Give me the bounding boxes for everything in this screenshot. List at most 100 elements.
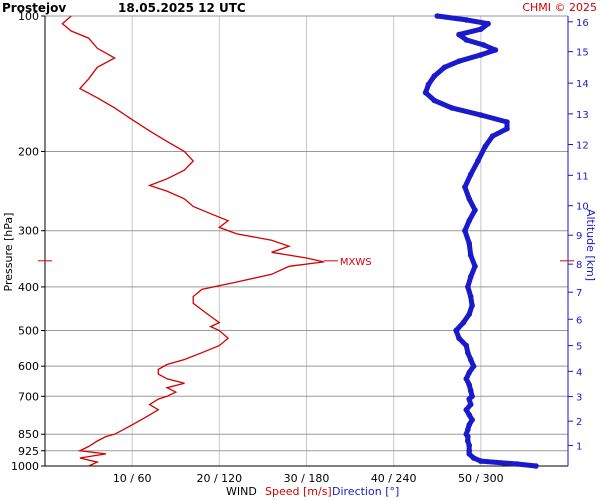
pressure-tick-label: 500 xyxy=(18,325,39,338)
direction-point xyxy=(504,125,510,132)
speed-series-line xyxy=(61,15,325,467)
direction-point xyxy=(482,143,489,150)
plot-area xyxy=(61,13,539,469)
legend-speed: Speed [m/s] xyxy=(265,485,332,498)
direction-point xyxy=(463,37,470,43)
direction-point xyxy=(425,81,432,88)
pressure-tick-label: 1000 xyxy=(11,460,39,473)
direction-point xyxy=(460,319,467,326)
direction-point xyxy=(480,42,487,48)
direction-point xyxy=(489,133,496,139)
pressure-tick-label: 925 xyxy=(18,445,39,458)
direction-point xyxy=(466,311,473,318)
direction-point xyxy=(469,417,475,423)
altitude-axis-label: Altitude [km] xyxy=(584,209,597,281)
direction-point xyxy=(463,431,470,438)
altitude-tick-label: 9 xyxy=(576,231,582,242)
direction-point xyxy=(466,196,473,202)
direction-point xyxy=(456,31,462,38)
altitude-tick-label: 8 xyxy=(576,260,582,271)
direction-point xyxy=(465,284,471,290)
altitude-tick-label: 7 xyxy=(576,288,582,299)
direction-point xyxy=(469,302,475,309)
sounding-datetime: 18.05.2025 12 UTC xyxy=(118,1,246,15)
direction-point xyxy=(462,227,468,234)
x-tick-label: 30 / 180 xyxy=(284,472,330,485)
direction-point xyxy=(475,158,481,164)
altitude-tick-label: 11 xyxy=(576,171,589,182)
direction-point xyxy=(470,363,477,370)
direction-point xyxy=(492,47,499,53)
direction-point xyxy=(462,184,468,190)
altitude-tick-label: 5 xyxy=(576,342,582,353)
direction-point xyxy=(463,407,470,413)
direction-point xyxy=(465,438,471,444)
x-tick-label: 50 / 300 xyxy=(458,472,504,485)
credit-label: CHMI © 2025 xyxy=(522,1,597,14)
direction-point xyxy=(514,461,520,467)
direction-point xyxy=(478,26,484,32)
direction-point xyxy=(504,119,510,125)
direction-point xyxy=(441,64,448,71)
x-tick-label: 10 / 60 xyxy=(113,472,152,485)
direction-point xyxy=(469,393,475,400)
direction-point xyxy=(466,382,473,388)
direction-point xyxy=(465,426,471,433)
x-tick-label: 20 / 120 xyxy=(196,472,242,485)
direction-point xyxy=(478,52,484,58)
altitude-tick-label: 15 xyxy=(576,48,589,59)
direction-point xyxy=(467,356,474,363)
altitude-tick-label: 2 xyxy=(576,417,582,428)
x-tick-label: 40 / 240 xyxy=(371,472,417,485)
altitude-tick-label: 10 xyxy=(576,202,589,213)
pressure-tick-label: 600 xyxy=(18,360,39,373)
direction-point xyxy=(478,112,484,118)
direction-point xyxy=(456,335,462,342)
direction-point xyxy=(422,89,429,96)
direction-point xyxy=(466,217,473,224)
direction-point xyxy=(467,171,474,178)
direction-point xyxy=(472,207,478,213)
direction-point xyxy=(472,263,478,270)
altitude-tick-label: 1 xyxy=(576,441,582,452)
legend-wind: WIND xyxy=(226,485,257,498)
pressure-tick-label: 100 xyxy=(18,10,39,23)
direction-point xyxy=(465,349,471,356)
direction-point xyxy=(466,422,473,428)
direction-point xyxy=(466,369,473,376)
altitude-tick-label: 14 xyxy=(576,79,589,90)
direction-point xyxy=(456,58,462,64)
direction-point xyxy=(485,20,491,27)
direction-point xyxy=(463,376,470,382)
direction-point xyxy=(434,13,441,19)
direction-point xyxy=(467,401,474,408)
altitude-tick-label: 3 xyxy=(576,393,582,404)
altitude-tick-label: 13 xyxy=(576,110,589,121)
pressure-tick-label: 850 xyxy=(18,428,39,441)
altitude-tick-label: 6 xyxy=(576,315,582,326)
pressure-tick-label: 700 xyxy=(18,390,39,403)
pressure-tick-label: 400 xyxy=(18,281,39,294)
direction-point xyxy=(463,342,470,349)
direction-point xyxy=(453,327,459,334)
legend-direction: Direction [°] xyxy=(332,485,399,498)
direction-point xyxy=(467,252,474,258)
direction-point xyxy=(431,73,438,79)
y-axis-label: Pressure [hPa] xyxy=(2,213,15,292)
axes: 10 / 60 20 / 120 30 / 180 40 / 240 50 / 300 1… xyxy=(11,10,589,485)
pressure-tick-label: 200 xyxy=(18,145,39,158)
direction-point xyxy=(466,240,473,247)
grid xyxy=(45,15,568,467)
altitude-tick-label: 12 xyxy=(576,141,589,152)
direction-point xyxy=(470,455,477,461)
direction-point xyxy=(431,97,438,104)
direction-point xyxy=(466,442,473,449)
direction-point xyxy=(466,448,473,454)
direction-point xyxy=(533,463,539,469)
direction-point xyxy=(478,458,484,464)
direction-point xyxy=(467,387,474,394)
direction-point xyxy=(463,17,470,23)
direction-point xyxy=(466,412,473,418)
station-name: Prostejov xyxy=(2,1,66,15)
